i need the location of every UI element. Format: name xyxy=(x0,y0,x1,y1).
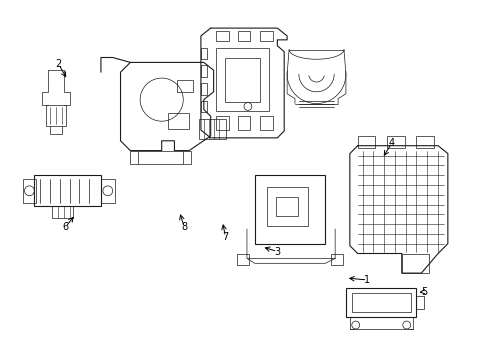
Bar xyxy=(201,48,206,59)
Bar xyxy=(254,175,325,244)
Bar xyxy=(266,187,307,226)
Bar xyxy=(351,293,410,312)
Bar xyxy=(215,116,229,130)
Bar xyxy=(22,179,36,203)
Bar xyxy=(177,80,193,92)
Text: 1: 1 xyxy=(364,275,370,285)
Bar xyxy=(101,179,114,203)
Text: 7: 7 xyxy=(222,232,228,242)
Bar xyxy=(201,100,206,112)
Bar xyxy=(34,175,101,206)
Text: 5: 5 xyxy=(420,287,427,297)
Bar xyxy=(225,58,259,102)
Text: 8: 8 xyxy=(181,222,187,232)
Bar xyxy=(330,253,342,265)
Bar xyxy=(167,113,189,129)
Text: 6: 6 xyxy=(62,222,69,232)
Text: 2: 2 xyxy=(56,59,62,69)
Bar xyxy=(237,253,248,265)
Bar xyxy=(259,116,273,130)
Bar xyxy=(238,31,249,41)
Bar xyxy=(357,136,375,148)
Bar xyxy=(199,119,226,139)
Bar xyxy=(215,31,229,41)
Bar xyxy=(238,116,249,130)
Bar xyxy=(259,31,273,41)
Bar xyxy=(401,253,428,273)
Bar xyxy=(386,136,404,148)
Bar xyxy=(416,136,433,148)
Bar xyxy=(276,197,297,216)
Bar xyxy=(138,150,183,164)
Bar xyxy=(215,48,269,111)
Bar xyxy=(46,104,65,126)
Text: 4: 4 xyxy=(388,138,394,148)
Text: 3: 3 xyxy=(274,247,280,257)
Bar xyxy=(201,83,206,95)
Bar xyxy=(201,66,206,77)
Bar xyxy=(345,288,416,317)
